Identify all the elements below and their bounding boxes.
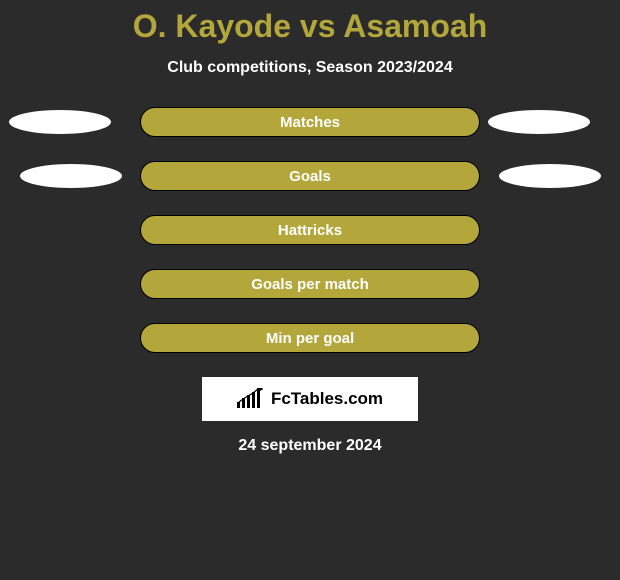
right-value-oval xyxy=(499,164,601,188)
stat-bar: Min per goal xyxy=(140,323,480,353)
right-value-oval xyxy=(488,110,590,134)
stat-label: Min per goal xyxy=(266,330,354,347)
stat-rows: Matches Goals Hattricks Goals per match … xyxy=(0,107,620,353)
stat-row-min-per-goal: Min per goal xyxy=(0,323,620,353)
stat-bar: Goals per match xyxy=(140,269,480,299)
left-value-oval xyxy=(9,110,111,134)
stat-label: Matches xyxy=(280,114,340,131)
stat-label: Hattricks xyxy=(278,222,342,239)
footer-date: 24 september 2024 xyxy=(238,437,381,455)
comparison-card: O. Kayode vs Asamoah Club competitions, … xyxy=(0,0,620,455)
page-title: O. Kayode vs Asamoah xyxy=(133,8,488,45)
stat-row-matches: Matches xyxy=(0,107,620,137)
stat-label: Goals per match xyxy=(251,276,369,293)
stat-bar: Goals xyxy=(140,161,480,191)
stat-label: Goals xyxy=(289,168,331,185)
stat-bar: Matches xyxy=(140,107,480,137)
page-subtitle: Club competitions, Season 2023/2024 xyxy=(167,59,452,77)
stat-row-goals: Goals xyxy=(0,161,620,191)
source-logo: FcTables.com xyxy=(202,377,418,421)
left-value-oval xyxy=(20,164,122,188)
stat-bar: Hattricks xyxy=(140,215,480,245)
stat-row-hattricks: Hattricks xyxy=(0,215,620,245)
bar-chart-icon xyxy=(237,388,265,410)
stat-row-goals-per-match: Goals per match xyxy=(0,269,620,299)
logo-text: FcTables.com xyxy=(271,389,383,409)
